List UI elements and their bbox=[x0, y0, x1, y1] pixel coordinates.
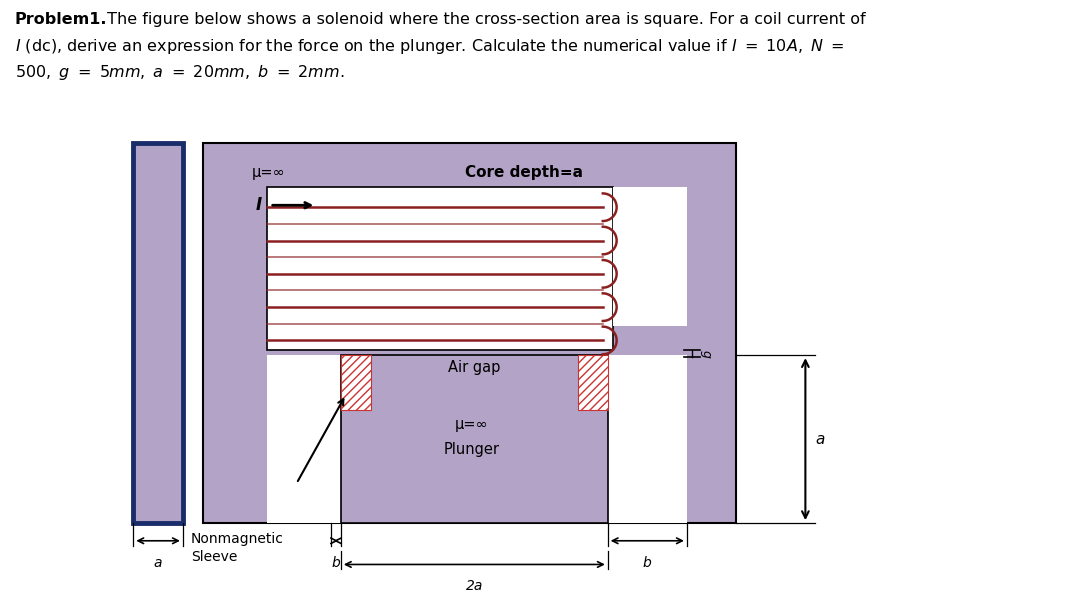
Text: Core depth=a: Core depth=a bbox=[465, 165, 583, 180]
Bar bbox=[267, 187, 613, 350]
Bar bbox=[341, 355, 608, 523]
Bar bbox=[613, 187, 687, 325]
Text: a: a bbox=[816, 431, 824, 447]
Text: μ=∞: μ=∞ bbox=[252, 165, 285, 180]
Text: Air gap: Air gap bbox=[448, 359, 501, 375]
Bar bbox=[133, 143, 183, 523]
Text: Plunger: Plunger bbox=[444, 441, 500, 456]
Text: $I$ (dc), derive an expression for the force on the plunger. Calculate the numer: $I$ (dc), derive an expression for the f… bbox=[15, 37, 845, 57]
Text: b: b bbox=[643, 556, 652, 569]
Bar bbox=[267, 355, 341, 523]
Text: g: g bbox=[700, 350, 713, 358]
Text: Nonmagnetic: Nonmagnetic bbox=[191, 532, 284, 546]
Text: Sleeve: Sleeve bbox=[191, 550, 237, 563]
Text: Problem1.: Problem1. bbox=[15, 12, 107, 27]
Text: μ=∞: μ=∞ bbox=[455, 417, 488, 432]
Bar bbox=[341, 355, 371, 409]
Bar bbox=[608, 355, 687, 523]
Text: $500,\ g\ =\ 5mm,\ a\ =\ 20mm,\ b\ =\ 2mm.$: $500,\ g\ =\ 5mm,\ a\ =\ 20mm,\ b\ =\ 2m… bbox=[15, 63, 344, 82]
Bar bbox=[578, 355, 608, 409]
Text: 2a: 2a bbox=[465, 580, 483, 593]
Text: I: I bbox=[256, 196, 262, 214]
Text: a: a bbox=[154, 556, 162, 569]
Text: b: b bbox=[331, 556, 341, 569]
Bar bbox=[203, 143, 736, 523]
Text: The figure below shows a solenoid where the cross-section area is square. For a : The figure below shows a solenoid where … bbox=[102, 12, 865, 27]
